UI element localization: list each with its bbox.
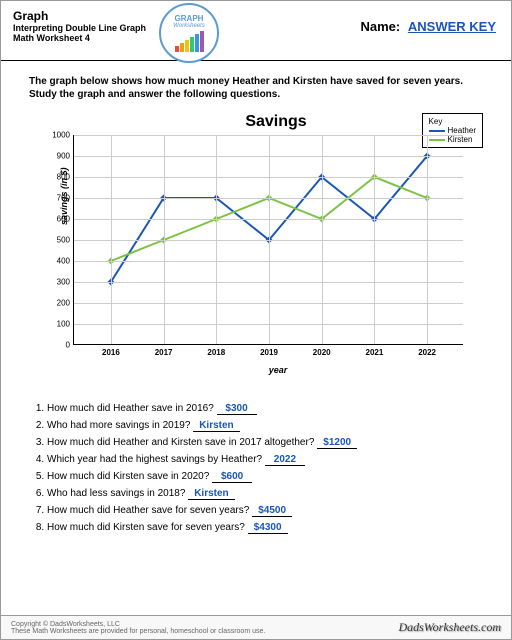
question-item: How much did Heather save in 2016? $300 [47, 403, 483, 415]
logo-badge: GRAPH Worksheets [159, 3, 219, 63]
answer-value: 2022 [265, 454, 305, 466]
answer-value: $4300 [248, 522, 288, 534]
question-item: Who had less savings in 2018? Kirsten [47, 488, 483, 500]
footer-left: Copyright © DadsWorksheets, LLC These Ma… [11, 621, 265, 635]
x-tick: 2021 [365, 344, 383, 357]
x-tick: 2017 [155, 344, 173, 357]
y-tick: 0 [66, 341, 74, 350]
question-item: Which year had the highest savings by He… [47, 454, 483, 466]
tagline: These Math Worksheets are provided for p… [11, 628, 265, 635]
copyright: Copyright © DadsWorksheets, LLC [11, 621, 265, 628]
answer-value: $600 [212, 471, 252, 483]
y-tick: 200 [57, 299, 74, 308]
x-tick: 2018 [207, 344, 225, 357]
header-subtitle2: Math Worksheet 4 [13, 33, 499, 43]
question-item: How much did Kirsten save for seven year… [47, 522, 483, 534]
question-item: How much did Heather and Kirsten save in… [47, 437, 483, 449]
question-item: How much did Kirsten save in 2020? $600 [47, 471, 483, 483]
footer: Copyright © DadsWorksheets, LLC These Ma… [1, 615, 511, 639]
x-tick: 2019 [260, 344, 278, 357]
legend-item: Heather [429, 126, 476, 135]
y-tick: 400 [57, 257, 74, 266]
x-axis-label: year [73, 365, 483, 375]
y-tick: 1000 [52, 131, 74, 140]
y-tick: 500 [57, 236, 74, 245]
chart-area: Savings Key HeatherKirsten savings (in $… [29, 113, 483, 393]
footer-site: DadsWorksheets.com [398, 620, 501, 635]
answer-value: $1200 [317, 437, 357, 449]
x-tick: 2022 [418, 344, 436, 357]
questions-list: How much did Heather save in 2016? $300 W… [29, 403, 483, 534]
logo-text2: Worksheets [173, 23, 205, 29]
question-item: How much did Heather save for seven year… [47, 505, 483, 517]
content: The graph below shows how much money Hea… [1, 61, 511, 547]
y-tick: 100 [57, 320, 74, 329]
question-item: Who had more savings in 2019? Kirsten [47, 420, 483, 432]
y-tick: 900 [57, 152, 74, 161]
answer-key-text: ANSWER KEY [408, 19, 496, 34]
x-tick: 2020 [313, 344, 331, 357]
chart-title: Savings [29, 113, 483, 131]
y-tick: 700 [57, 194, 74, 203]
legend-title: Key [429, 117, 476, 126]
answer-value: Kirsten [193, 420, 239, 432]
y-tick: 300 [57, 278, 74, 287]
logo-text1: GRAPH [175, 14, 204, 23]
answer-value: $300 [217, 403, 257, 415]
logo-bars [175, 31, 204, 52]
y-tick: 600 [57, 215, 74, 224]
plot: savings (in $) 0100200300400500600700800… [73, 135, 463, 345]
x-tick: 2016 [102, 344, 120, 357]
name-field: Name: ANSWER KEY [361, 19, 497, 34]
y-tick: 800 [57, 173, 74, 182]
header: Graph Interpreting Double Line Graph Mat… [1, 1, 511, 61]
answer-value: $4500 [252, 505, 292, 517]
name-label: Name: [361, 19, 401, 34]
instructions: The graph below shows how much money Hea… [29, 75, 483, 101]
answer-value: Kirsten [188, 488, 234, 500]
